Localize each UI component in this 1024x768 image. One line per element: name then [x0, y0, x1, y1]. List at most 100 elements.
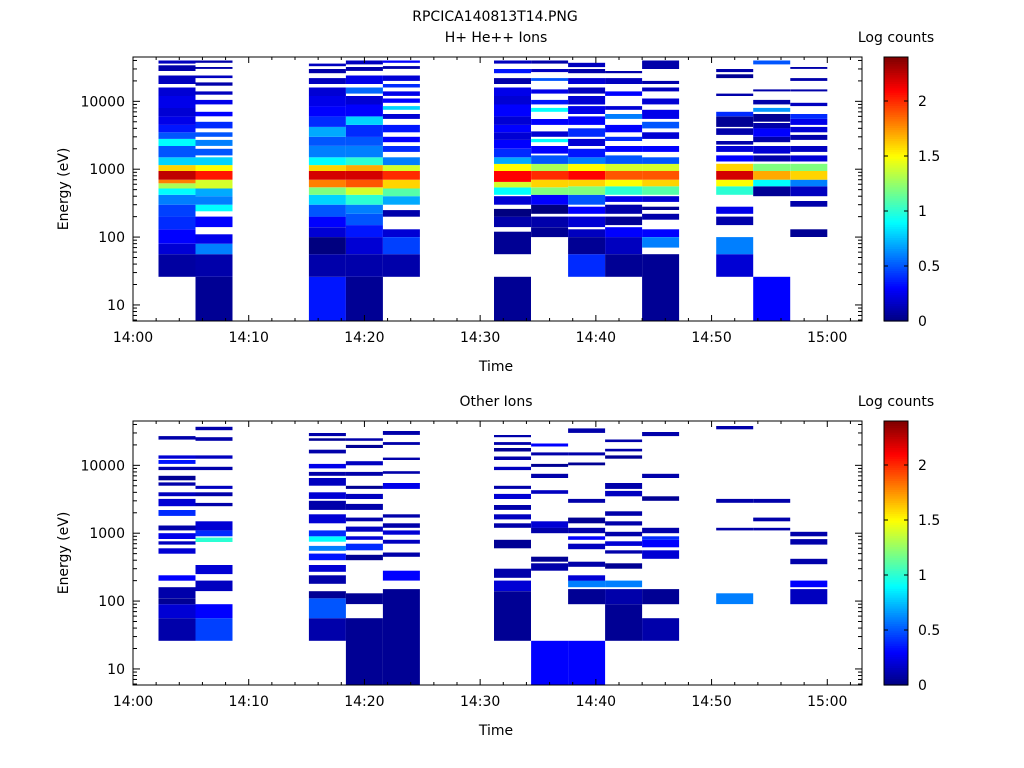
heatmap-cell	[642, 132, 680, 139]
colorbar-strip	[884, 292, 908, 296]
heatmap-cell	[308, 530, 346, 537]
heatmap-cell	[308, 618, 346, 641]
colorbar-frame	[883, 56, 909, 322]
heatmap-cell	[568, 428, 606, 433]
heatmap-cell	[195, 521, 233, 531]
colorbar-strip	[884, 625, 908, 629]
heatmap-cell	[195, 604, 233, 619]
panel-h-he: H+ He++ Ions 14:00 14:10 14:20 14:30 14:40 14…	[56, 30, 940, 375]
heatmap-cell	[382, 179, 420, 189]
heatmap-cell	[753, 155, 791, 162]
heatmap-cell	[531, 119, 569, 125]
heatmap-cell	[308, 194, 346, 205]
colorbar-strip	[884, 239, 908, 243]
heatmap-cell	[642, 186, 680, 195]
colorbar-strip	[884, 175, 908, 179]
heatmap-cell	[308, 500, 346, 510]
colorbar-2-title: Log counts	[858, 394, 934, 410]
heatmap-cell	[531, 640, 569, 685]
heatmap-cell	[494, 514, 531, 520]
colorbar-strip	[884, 612, 908, 616]
heatmap-cell	[605, 237, 643, 255]
colorbar-strip	[884, 241, 908, 245]
heatmap-cell	[345, 116, 383, 125]
heatmap-cell	[568, 62, 606, 68]
heatmap-cell	[568, 128, 606, 137]
heatmap-cell	[158, 157, 196, 166]
heatmap-cell	[494, 208, 531, 217]
heatmap-cell	[642, 121, 680, 129]
heatmap-cell	[195, 99, 233, 105]
colorbar-strip	[884, 131, 908, 135]
colorbar-strip	[884, 173, 908, 177]
heatmap-cell	[568, 179, 606, 187]
heatmap-cell	[382, 157, 420, 166]
colorbar-strip	[884, 575, 908, 578]
heatmap-cell	[308, 227, 346, 238]
colorbar-strip	[884, 421, 908, 424]
heatmap-cell	[531, 563, 569, 571]
colorbar-strip	[884, 307, 908, 311]
heatmap-cell	[382, 457, 420, 460]
heatmap-cell	[568, 69, 606, 74]
heatmap-cell	[345, 554, 383, 561]
heatmap-cell	[195, 75, 233, 79]
colorbar-strip	[884, 252, 908, 256]
heatmap-cell	[158, 216, 196, 230]
colorbar-strip	[884, 473, 908, 477]
colorbar-strip	[884, 513, 908, 517]
colorbar-strip	[884, 641, 908, 644]
colorbar-strip	[884, 656, 908, 660]
colorbar-strip	[884, 436, 908, 440]
heatmap-cell	[195, 485, 233, 489]
colorbar-strip	[884, 524, 908, 528]
colorbar-strip	[884, 667, 908, 671]
colorbar-strip	[884, 303, 908, 307]
heatmap-cell	[195, 179, 233, 189]
colorbar-strip	[884, 120, 908, 124]
heatmap-cell	[382, 530, 420, 535]
heatmap-cell	[308, 514, 346, 524]
heatmap-cell	[642, 146, 680, 152]
colorbar-strip	[884, 87, 908, 91]
colorbar-strip	[884, 193, 908, 197]
heatmap-cell	[642, 536, 680, 540]
heatmap-cell	[605, 71, 643, 74]
heatmap-cell	[568, 106, 606, 114]
heatmap-cell	[605, 541, 643, 546]
heatmap-cell	[345, 194, 383, 205]
heatmap-cell	[531, 138, 569, 143]
heatmap-cell	[382, 60, 420, 63]
x-tick-label: 14:50	[691, 330, 731, 346]
heatmap-cell	[494, 132, 531, 140]
heatmap-cell	[568, 536, 606, 540]
colorbar-strip	[884, 462, 908, 466]
colorbar-strip	[884, 222, 908, 225]
colorbar-strip	[884, 487, 908, 490]
colorbar-strip	[884, 270, 908, 274]
colorbar-strip	[884, 522, 908, 525]
heatmap-cell	[345, 75, 383, 84]
colorbar-strip	[884, 274, 908, 278]
colorbar-strip	[884, 440, 908, 444]
colorbar-strip	[884, 76, 908, 80]
colorbar-strip	[884, 599, 908, 602]
heatmap-cell	[568, 78, 606, 84]
heatmap-cell	[531, 194, 569, 205]
heatmap-cell	[308, 591, 346, 599]
colorbar-strip	[884, 583, 908, 587]
heatmap-cell	[308, 146, 346, 158]
heatmap-cell	[382, 539, 420, 544]
colorbar-1: 0 0.5 1 1.5 2	[883, 56, 940, 330]
panel-other-frame	[132, 420, 863, 686]
colorbar-strip	[884, 632, 908, 635]
heatmap-cell	[790, 531, 828, 537]
heatmap-cell	[642, 229, 680, 237]
heatmap-cell	[790, 146, 828, 152]
heatmap-cell	[308, 126, 346, 137]
heatmap-cell	[494, 591, 531, 641]
colorbar-strip	[884, 101, 908, 104]
heatmap-cell	[605, 114, 643, 119]
colorbar-strip	[884, 246, 908, 249]
colorbar-strip	[884, 590, 908, 594]
